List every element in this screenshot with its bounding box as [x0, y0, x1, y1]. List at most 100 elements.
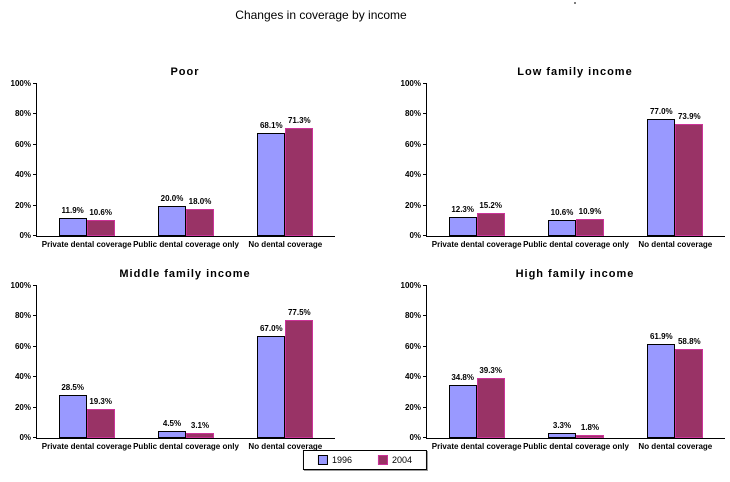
bar-value-label: 28.5% [61, 382, 84, 392]
bar-value-label: 4.5% [162, 419, 182, 429]
plot-area: 0% 20% 40% 60% 80% 100% 34.8% 39.3% Private dent… [401, 282, 725, 451]
bar-2004 [575, 435, 604, 438]
bar-1996 [257, 336, 286, 438]
bar-value-label: 3.1% [190, 421, 210, 431]
bar-group: 67.0% 77.5% No dental coverage [236, 286, 335, 451]
bar-1996 [547, 219, 576, 236]
bar-1996 [257, 132, 286, 236]
bar-group: 34.8% 39.3% Private dental coverage [427, 286, 526, 451]
y-axis-tick [423, 174, 427, 176]
y-axis-tick [423, 437, 427, 438]
y-axis-tick-label: 60% [14, 341, 31, 351]
bar-value-label: 39.3% [479, 366, 502, 376]
y-axis-tick-label: 20% [404, 200, 421, 210]
category-label: Private dental coverage [41, 442, 132, 451]
y-axis-tick-label: 80% [14, 109, 31, 119]
y-axis-tick [423, 345, 427, 347]
bar-2004 [185, 208, 214, 236]
y-axis-tick [33, 376, 37, 378]
bar-value-label: 61.9% [649, 331, 673, 341]
y-axis-tick [33, 437, 37, 438]
bar-2004 [476, 212, 505, 236]
bar-group: 3.3% 1.8% Public dental coverage only [523, 286, 629, 451]
y-axis-tick-label: 100% [400, 281, 421, 290]
y-axis-tick [33, 174, 37, 176]
bar-1996 [157, 205, 186, 236]
y-axis-tick-label: 60% [14, 139, 31, 149]
category-label: Private dental coverage [431, 442, 522, 451]
category-label: Public dental coverage only [133, 240, 239, 249]
bar-value-label: 34.8% [451, 373, 474, 383]
y-axis-tick [423, 143, 427, 145]
bar-group: 68.1% 71.3% No dental coverage [236, 84, 335, 249]
y-axis-tick-label: 20% [14, 200, 31, 210]
bar-value-label: 3.3% [552, 420, 572, 430]
bar-value-label: 10.6% [550, 207, 574, 217]
y-axis-tick [33, 235, 37, 236]
y-axis-tick [33, 143, 37, 145]
y-axis-tick-label: 80% [14, 311, 31, 321]
bar-value-label: 18.0% [188, 196, 212, 206]
category-label: No dental coverage [248, 442, 323, 451]
bar-value-label: 10.9% [578, 207, 602, 217]
bar-2004 [675, 348, 704, 438]
y-axis-tick [33, 406, 37, 408]
bar-value-label: 19.3% [89, 396, 112, 406]
y-axis-tick [423, 235, 427, 236]
legend-swatch-1996 [317, 455, 328, 465]
bar-group: 20.0% 18.0% Public dental coverage only [133, 84, 239, 249]
y-axis-tick [33, 204, 37, 206]
plot-area: 0% 20% 40% 60% 80% 100% 28.5% 19.3% Private dent… [11, 282, 335, 451]
category-label: Private dental coverage [41, 240, 132, 249]
y-axis-tick [423, 113, 427, 115]
chart-title: Poor [170, 66, 200, 78]
bar-group: 61.9% 58.8% No dental coverage [626, 286, 725, 451]
y-axis-tick [423, 285, 427, 286]
y-axis-tick-label: 20% [404, 402, 421, 412]
chart-title: High family income [515, 268, 635, 280]
category-label: No dental coverage [638, 240, 713, 249]
bar-value-label: 1.8% [580, 423, 600, 433]
bar-1996 [157, 431, 186, 438]
bar-value-label: 73.9% [677, 111, 701, 121]
y-axis-tick-label: 60% [404, 341, 421, 351]
y-axis-tick-label: 100% [10, 281, 31, 290]
legend-item-2004: 2004 [378, 455, 412, 465]
bar-value-label: 67.0% [259, 324, 283, 334]
y-axis-tick [423, 406, 427, 408]
bar-1996 [547, 432, 576, 438]
bar-1996 [58, 394, 87, 438]
bar-value-label: 71.3% [287, 115, 311, 125]
bar-1996 [647, 118, 676, 236]
category-label: Public dental coverage only [523, 240, 629, 249]
y-axis-tick [423, 204, 427, 206]
legend-item-1996: 1996 [317, 455, 352, 465]
y-axis-tick-label: 0% [19, 433, 31, 442]
bar-value-label: 11.9% [61, 205, 84, 215]
category-label: Public dental coverage only [133, 442, 239, 451]
y-axis-tick-label: 80% [404, 109, 421, 119]
chart-panel-low-income: Low family income 0% 20% 40% 60% 80% 100% 12.3… [390, 62, 730, 260]
chart-panel-middle-income: Middle family income 0% 20% 40% 60% 80% 100% 2… [0, 264, 340, 462]
category-label: Public dental coverage only [523, 442, 629, 451]
y-axis-tick [33, 285, 37, 286]
y-axis-tick-label: 20% [14, 402, 31, 412]
bar-2004 [86, 219, 115, 236]
bar-2004 [86, 408, 115, 438]
chart-panel-high-income: High family income 0% 20% 40% 60% 80% 100% 34.… [390, 264, 730, 462]
y-axis-tick-label: 100% [400, 79, 421, 88]
bar-value-label: 58.8% [677, 336, 701, 346]
y-axis-tick [423, 83, 427, 84]
bar-value-label: 10.6% [89, 207, 112, 217]
bar-group: 12.3% 15.2% Private dental coverage [427, 84, 526, 249]
y-axis-tick-label: 0% [19, 231, 31, 240]
bar-value-label: 77.5% [287, 308, 311, 318]
category-label: No dental coverage [248, 240, 323, 249]
bar-group: 11.9% 10.6% Private dental coverage [37, 84, 136, 249]
y-axis-tick [33, 113, 37, 115]
y-axis-tick [33, 315, 37, 317]
bar-group: 28.5% 19.3% Private dental coverage [37, 286, 136, 451]
bar-1996 [647, 343, 676, 438]
bar-value-label: 20.0% [160, 193, 184, 203]
bar-2004 [575, 219, 604, 236]
